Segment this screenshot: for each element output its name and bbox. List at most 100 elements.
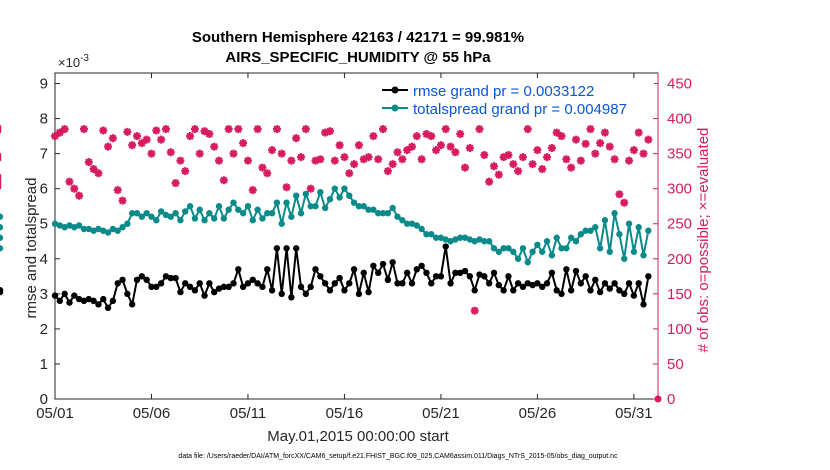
obs-cross-d2 (620, 199, 628, 207)
plot-border (54, 72, 659, 400)
obs-cross-d2 (524, 125, 532, 133)
obs-cross-d2 (99, 126, 107, 135)
obs-evaluated-point (94, 169, 103, 178)
rmse-point (466, 273, 474, 280)
rmse-point (447, 280, 454, 287)
obs-evaluated-point (234, 125, 243, 134)
totalspread-point (370, 206, 377, 213)
totalspread-point (403, 220, 411, 227)
rmse-point (85, 295, 92, 303)
totalspread-point (432, 234, 440, 241)
rmse-point (114, 280, 121, 287)
y-tick-label: 0 (40, 391, 48, 408)
totalspread-point (167, 213, 174, 220)
totalspread-point (413, 222, 420, 229)
rmse-point (606, 285, 613, 292)
rmse-point (119, 276, 126, 284)
totalspread-point (616, 231, 623, 238)
obs-cross-d2 (258, 163, 267, 172)
totalspread-point (408, 220, 416, 227)
totalspread-point (524, 259, 531, 266)
obs-cross-d2 (417, 155, 426, 163)
obs-evaluated-point (615, 190, 624, 199)
obs-evaluated-point (475, 125, 484, 134)
obs-cross-d2 (249, 186, 257, 194)
obs-evaluated-point (494, 170, 503, 179)
rmse-point (437, 273, 445, 280)
obs-evaluated-point (142, 135, 151, 144)
obs-cross-d2 (123, 128, 132, 136)
obs-evaluated-point (229, 149, 238, 158)
obs-evaluated-point (567, 163, 576, 172)
plot-area (54, 72, 659, 400)
obs-cross-d2 (65, 178, 74, 186)
obs-evaluated-point (215, 156, 224, 165)
obs-evaluated-point (461, 163, 470, 172)
obs-evaluated-point (523, 125, 532, 134)
x-tick-label: 05/01 (36, 405, 74, 422)
obs-evaluated-point (388, 160, 397, 169)
rmse-point (384, 276, 392, 284)
rmse-point (196, 280, 203, 287)
rmse-point (56, 297, 64, 305)
obs-possible-point (654, 395, 662, 403)
obs-cross-d2 (606, 142, 614, 151)
rmse-point (625, 280, 633, 287)
obs-cross-d2 (70, 185, 78, 193)
totalspread-point (186, 203, 194, 210)
obs-cross-d2 (278, 149, 286, 158)
obs-cross-d2 (485, 178, 493, 186)
rmse-point (630, 292, 638, 299)
rmse-point (500, 287, 507, 294)
rmse-point (534, 280, 541, 287)
totalspread-point (534, 241, 541, 248)
rmse-point (143, 276, 150, 284)
obs-cross-d2 (369, 132, 378, 140)
obs-evaluated-point (60, 125, 69, 134)
y-exponent-label: ×10-3 (58, 53, 89, 70)
right-y-tick-label: 50 (667, 356, 684, 373)
totalspread-point (596, 245, 604, 252)
rmse-point (485, 280, 493, 287)
obs-cross-d2 (196, 149, 204, 158)
obs-evaluated-point (446, 142, 455, 151)
rmse-point (109, 297, 117, 305)
obs-evaluated-point (600, 128, 609, 137)
obs-cross-d2 (577, 156, 585, 165)
obs-evaluated-point (272, 125, 281, 134)
totalspread-point (437, 234, 445, 241)
obs-evaluated-point (325, 127, 334, 136)
obs-cross-d2 (504, 151, 513, 159)
obs-cross-d2 (109, 134, 117, 142)
rmse-point (596, 288, 604, 296)
obs-cross-d2 (307, 185, 315, 193)
rmse-point (621, 290, 628, 298)
y-tick-label: 2 (40, 321, 48, 338)
obs-cross-d2 (200, 127, 209, 135)
totalspread-point (553, 234, 560, 241)
rmse-point (452, 269, 459, 277)
obs-cross-d2 (60, 125, 69, 133)
obs-evaluated-point (412, 132, 421, 141)
totalspread-point (95, 225, 102, 233)
obs-evaluated-point (239, 139, 248, 148)
totalspread-point (288, 213, 295, 220)
obs-cross-d2 (495, 170, 503, 179)
obs-cross-d2 (268, 146, 276, 154)
obs-cross-d2 (89, 165, 98, 173)
obs-cross-d2 (471, 307, 479, 315)
totalspread-point (196, 206, 203, 213)
rmse-point (95, 301, 102, 308)
obs-evaluated-point (258, 163, 267, 172)
obs-cross-d2 (528, 160, 537, 168)
totalspread-point (630, 248, 638, 255)
rmse-point (582, 273, 589, 280)
totalspread-point (355, 203, 363, 210)
rmse-point (336, 274, 343, 282)
obs-cross-d2 (186, 132, 194, 140)
obs-evaluated-point (176, 156, 185, 165)
obs-evaluated-point (470, 306, 479, 315)
obs-cross-d2 (374, 155, 382, 163)
rmse-point (182, 280, 189, 287)
rmse-point (601, 280, 609, 287)
